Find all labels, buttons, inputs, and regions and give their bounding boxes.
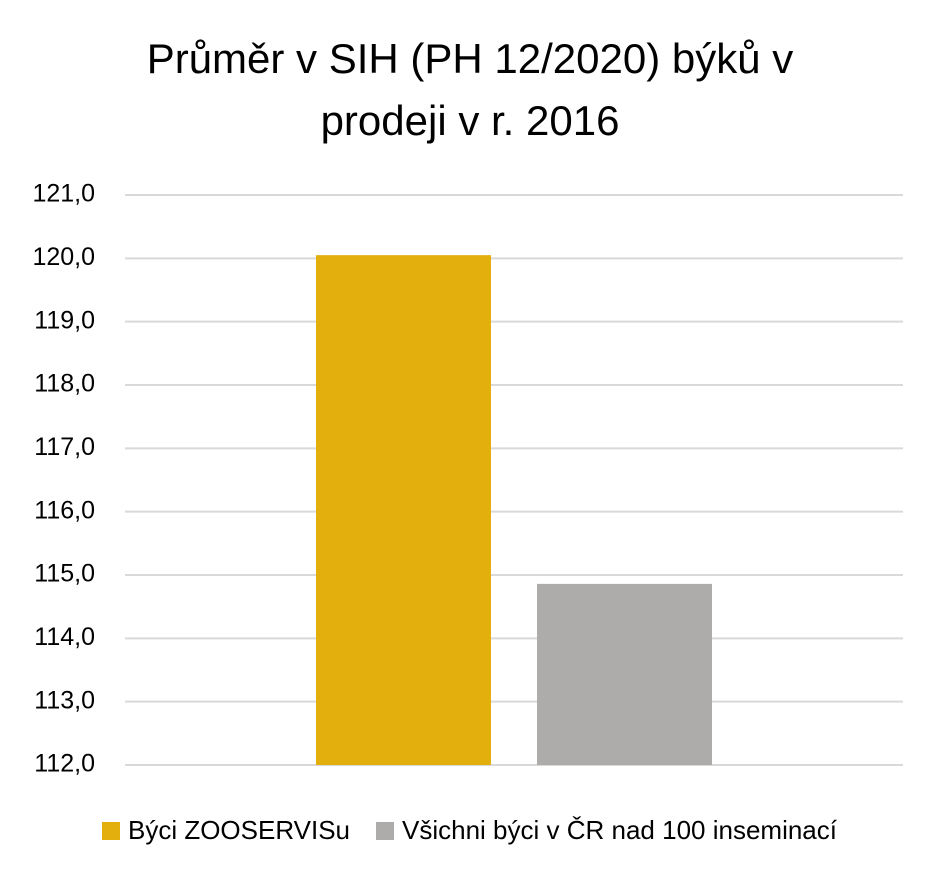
- legend-label: Býci ZOOSERVISu: [127, 815, 351, 845]
- y-tick-label: 115,0: [34, 560, 95, 588]
- y-tick-label: 121,0: [32, 180, 95, 208]
- chart-title: Průměr v SIH (PH 12/2020) býků v prodeji…: [146, 35, 794, 144]
- y-tick-label: 117,0: [34, 433, 95, 461]
- y-tick-label: 118,0: [34, 370, 95, 398]
- legend-swatch: [376, 821, 395, 840]
- bar: [316, 255, 491, 765]
- y-tick-label: 114,0: [34, 623, 95, 651]
- y-tick-label: 113,0: [34, 686, 95, 714]
- y-tick-label: 112,0: [34, 750, 95, 778]
- legend-label: Všichni býci v ČR nad 100 inseminací: [402, 815, 837, 845]
- legend-swatch: [101, 821, 120, 840]
- legend: Býci ZOOSERVISu Všichni býci v ČR nad 100…: [0, 815, 939, 846]
- y-tick-label: 120,0: [32, 243, 95, 271]
- legend-item: Všichni býci v ČR nad 100 inseminací: [376, 815, 837, 846]
- y-tick-label: 116,0: [34, 496, 95, 524]
- legend-item: Býci ZOOSERVISu: [101, 815, 351, 846]
- y-tick-label: 119,0: [34, 306, 95, 334]
- bar: [537, 583, 712, 765]
